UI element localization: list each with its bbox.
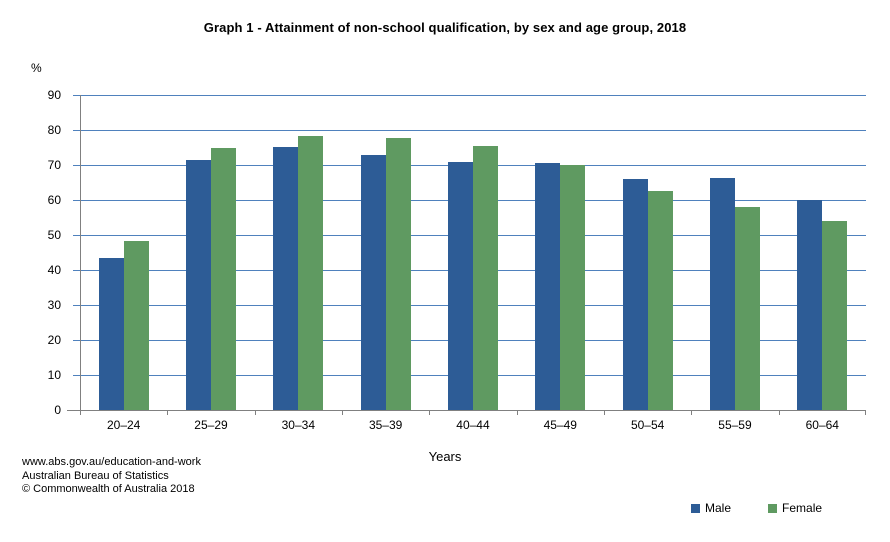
legend: Male Female	[691, 501, 822, 515]
x-axis-tick	[691, 410, 693, 415]
x-axis-tick	[429, 410, 431, 415]
x-axis-tick	[167, 410, 169, 415]
y-tick-label-80: 80	[47, 123, 61, 137]
bar-male-45–49	[535, 163, 561, 410]
legend-label-male: Male	[705, 501, 732, 515]
y-tick-label-70: 70	[47, 158, 61, 172]
x-axis-tick	[254, 410, 256, 415]
x-tick-label-20–24: 20–24	[106, 418, 141, 432]
y-tick-labels: 0 10 20 30 40 50 60 70 80 90	[30, 88, 70, 417]
x-axis-tick	[865, 410, 866, 415]
bar-female-55–59	[734, 207, 760, 410]
x-tick-label-55–59: 55–59	[718, 418, 752, 432]
y-tick-label-90: 90	[47, 88, 61, 102]
bar-female-25–29	[210, 147, 236, 410]
bar-female-60–64	[822, 220, 848, 410]
bar-group-60–64	[779, 95, 866, 410]
bar-groups	[80, 95, 866, 410]
y-axis-unit-label: %	[31, 61, 42, 75]
x-tick-labels: 20–24 25–29 30–34 35–39 40–44 45–49 50–54 55–59…	[80, 418, 866, 432]
footer: www.abs.gov.au/education-and-work Austra…	[22, 456, 201, 497]
footer-org: Australian Bureau of Statistics	[22, 469, 169, 482]
y-tick-label-30: 30	[47, 298, 61, 312]
bar-female-40–44	[472, 146, 498, 410]
y-axis-line	[80, 95, 81, 415]
x-axis-tick	[516, 410, 518, 415]
female-swatch	[768, 503, 778, 513]
x-tick-label-25–29: 25–29	[194, 418, 228, 432]
x-axis-title: Years	[428, 449, 462, 464]
bar-group-30–34	[255, 95, 342, 410]
chart-title: Graph 1 - Attainment of non-school quali…	[203, 20, 687, 35]
bar-female-20–24	[123, 240, 149, 410]
footer-url: www.abs.gov.au/education-and-work	[22, 456, 201, 468]
bar-group-25–29	[167, 95, 254, 410]
y-tick-label-50: 50	[47, 228, 61, 242]
bar-group-20–24	[80, 95, 167, 410]
bar-male-20–24	[98, 258, 124, 410]
gridline-90	[73, 95, 866, 96]
bar-male-50–54	[622, 178, 648, 410]
x-axis-line	[67, 410, 866, 411]
bar-female-30–34	[298, 136, 324, 410]
x-tick-label-40–44: 40–44	[456, 418, 490, 432]
x-tick-label-45–49: 45–49	[543, 418, 577, 432]
x-tick-label-50–54: 50–54	[630, 418, 665, 432]
y-tick-label-10: 10	[47, 368, 61, 382]
bar-group-50–54	[604, 95, 691, 410]
footer-copyright: © Commonwealth of Australia 2018	[22, 483, 195, 495]
plot-area	[67, 95, 866, 415]
legend-item-female: Female	[768, 501, 822, 515]
male-swatch	[691, 503, 700, 513]
y-tick-label-60: 60	[47, 193, 61, 207]
bar-female-50–54	[647, 190, 673, 410]
bar-male-55–59	[709, 177, 735, 410]
y-tick-label-20: 20	[47, 333, 61, 347]
x-tick-label-60–64: 60–64	[805, 418, 839, 432]
legend-item-male: Male	[691, 501, 731, 515]
x-axis-tick	[778, 410, 780, 415]
bar-female-45–49	[560, 164, 586, 410]
gridline-80	[73, 129, 866, 131]
bar-male-40–44	[447, 161, 473, 410]
bar-group-45–49	[517, 95, 604, 410]
x-axis-tick	[341, 410, 343, 415]
bar-female-35–39	[385, 138, 411, 410]
bar-group-55–59	[691, 95, 778, 410]
bar-group-35–39	[342, 95, 429, 410]
legend-label-female: Female	[782, 501, 823, 515]
x-tick-label-35–39: 35–39	[368, 418, 403, 432]
bar-male-60–64	[797, 199, 823, 410]
bar-male-30–34	[273, 146, 299, 410]
bar-group-40–44	[429, 95, 516, 410]
bar-male-25–29	[185, 160, 211, 410]
x-axis-tick	[603, 410, 605, 415]
y-tick-label-40: 40	[47, 263, 61, 277]
x-tick-label-30–34: 30–34	[281, 418, 315, 432]
bar-male-35–39	[360, 155, 386, 410]
y-tick-label-0: 0	[54, 403, 61, 417]
